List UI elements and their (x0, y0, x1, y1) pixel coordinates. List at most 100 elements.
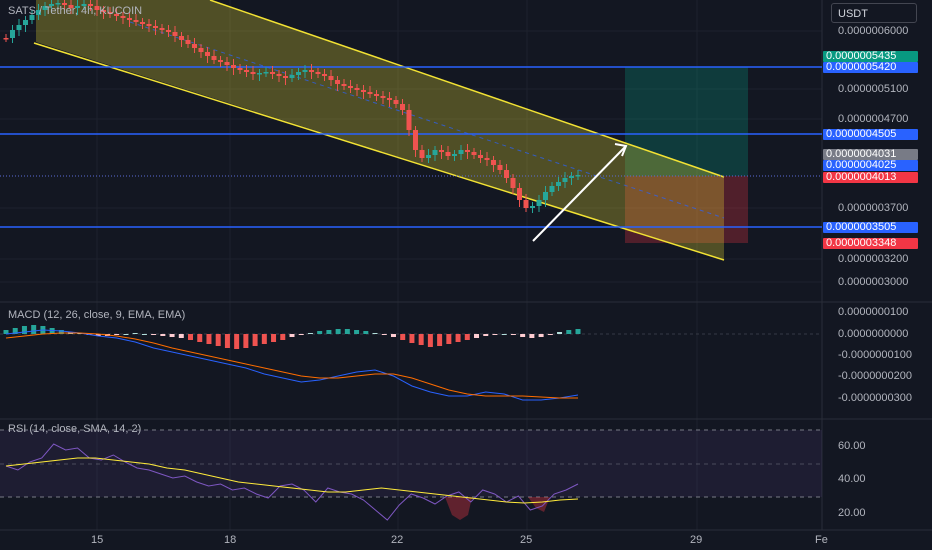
candle-body (244, 70, 249, 72)
candle-body (16, 25, 22, 30)
candle-body (296, 72, 301, 75)
price-tag: 0.0000004031 (823, 149, 918, 160)
channel-upper-line (209, 0, 725, 178)
time-axis-label: 15 (91, 534, 104, 546)
macd-bar (160, 334, 166, 336)
macd-bar (354, 330, 360, 334)
macd-bar (261, 334, 267, 344)
time-axis-label: 29 (690, 534, 703, 546)
candle-body (387, 98, 392, 100)
candle-body (276, 74, 282, 76)
candle-body (471, 152, 477, 155)
candle-body (510, 178, 516, 188)
time-axis-label: 25 (520, 534, 533, 546)
macd-axis-label: 0.0000000000 (838, 328, 909, 340)
candle-body (237, 68, 243, 70)
candle-body (192, 44, 197, 48)
macd-bar (95, 334, 101, 336)
macd-line (5, 329, 579, 401)
candle-body (504, 170, 509, 178)
candle-body (172, 32, 178, 36)
candle-body (335, 80, 340, 84)
macd-bar (298, 334, 304, 335)
macd-bar (344, 329, 350, 334)
macd-bar (58, 330, 64, 334)
candle-body (101, 10, 106, 12)
rsi-legend[interactable]: RSI (14, close, SMA, 14, 2) (8, 423, 142, 435)
candle-body (432, 150, 438, 155)
candle-body (419, 150, 425, 158)
candle-body (68, 5, 74, 8)
candles (3, 0, 581, 213)
candle-body (127, 18, 132, 20)
macd-bar (557, 332, 563, 334)
candle-body (361, 90, 366, 92)
candle-body (120, 16, 126, 18)
candle-body (569, 176, 574, 178)
symbol-legend[interactable]: SATS / Tether, 4h, KUCOIN (8, 5, 143, 17)
macd-bar (437, 334, 443, 346)
macd-bar (566, 330, 572, 334)
signal-line (5, 332, 578, 399)
price-tag-stop: 0.0000003348 (823, 238, 918, 249)
candle-body (250, 72, 256, 74)
macd-bar (529, 334, 535, 338)
macd-bar (151, 334, 157, 335)
price-axis-label: 0.0000003700 (838, 202, 909, 214)
candle-body (575, 175, 581, 177)
rsi-oversold-fill (528, 497, 550, 512)
macd-bar (243, 334, 249, 348)
macd-bar (132, 333, 138, 334)
macd-bar (510, 334, 516, 335)
macd-bar (455, 334, 461, 342)
candle-body (393, 100, 399, 104)
candle-body (374, 94, 379, 96)
candle-body (445, 152, 451, 156)
rsi-axis-label: 20.00 (838, 507, 866, 519)
candle-body (205, 52, 210, 56)
macd-bar (326, 330, 332, 334)
candle-body (289, 75, 295, 78)
candle-body (523, 200, 529, 208)
macd-bar (197, 334, 203, 342)
rsi-ma-line (5, 457, 579, 504)
candle-body (159, 28, 165, 30)
macd-bar (409, 334, 415, 343)
candle-body (88, 4, 93, 6)
candle-body (491, 160, 496, 165)
candle-body (458, 150, 464, 154)
rsi-oversold-fill (445, 497, 472, 520)
macd-bar (400, 334, 406, 340)
macd-legend[interactable]: MACD (12, 26, close, 9, EMA, EMA) (8, 309, 186, 321)
macd-bar (3, 330, 9, 334)
time-axis-label: 22 (391, 534, 404, 546)
price-axis-label: 0.0000006000 (838, 25, 909, 37)
candle-body (62, 3, 67, 5)
candle-body (231, 65, 236, 68)
macd-bar (234, 334, 240, 349)
channel-lower-line (33, 42, 725, 261)
macd-bar (418, 334, 424, 345)
candle-body (328, 76, 334, 80)
macd-bar (335, 329, 341, 334)
macd-bar (178, 334, 184, 338)
candle-body (543, 192, 548, 200)
candle-body (94, 6, 100, 10)
rsi-axis-label: 60.00 (838, 440, 866, 452)
candle-body (49, 4, 54, 6)
macd-bar (31, 325, 37, 334)
candle-body (23, 20, 28, 25)
candle-body (218, 60, 223, 62)
macd-bar (427, 334, 433, 347)
candle-body (426, 155, 431, 158)
candle-body (140, 22, 145, 24)
macd-bar (49, 328, 55, 334)
arrow-head (614, 143, 628, 157)
macd-bar (289, 334, 295, 337)
candle-body (3, 38, 9, 40)
candle-body (224, 62, 230, 65)
macd-bar (575, 329, 581, 334)
price-tag: 0.0000003505 (823, 222, 918, 233)
currency-selector[interactable]: USDT (831, 3, 917, 23)
